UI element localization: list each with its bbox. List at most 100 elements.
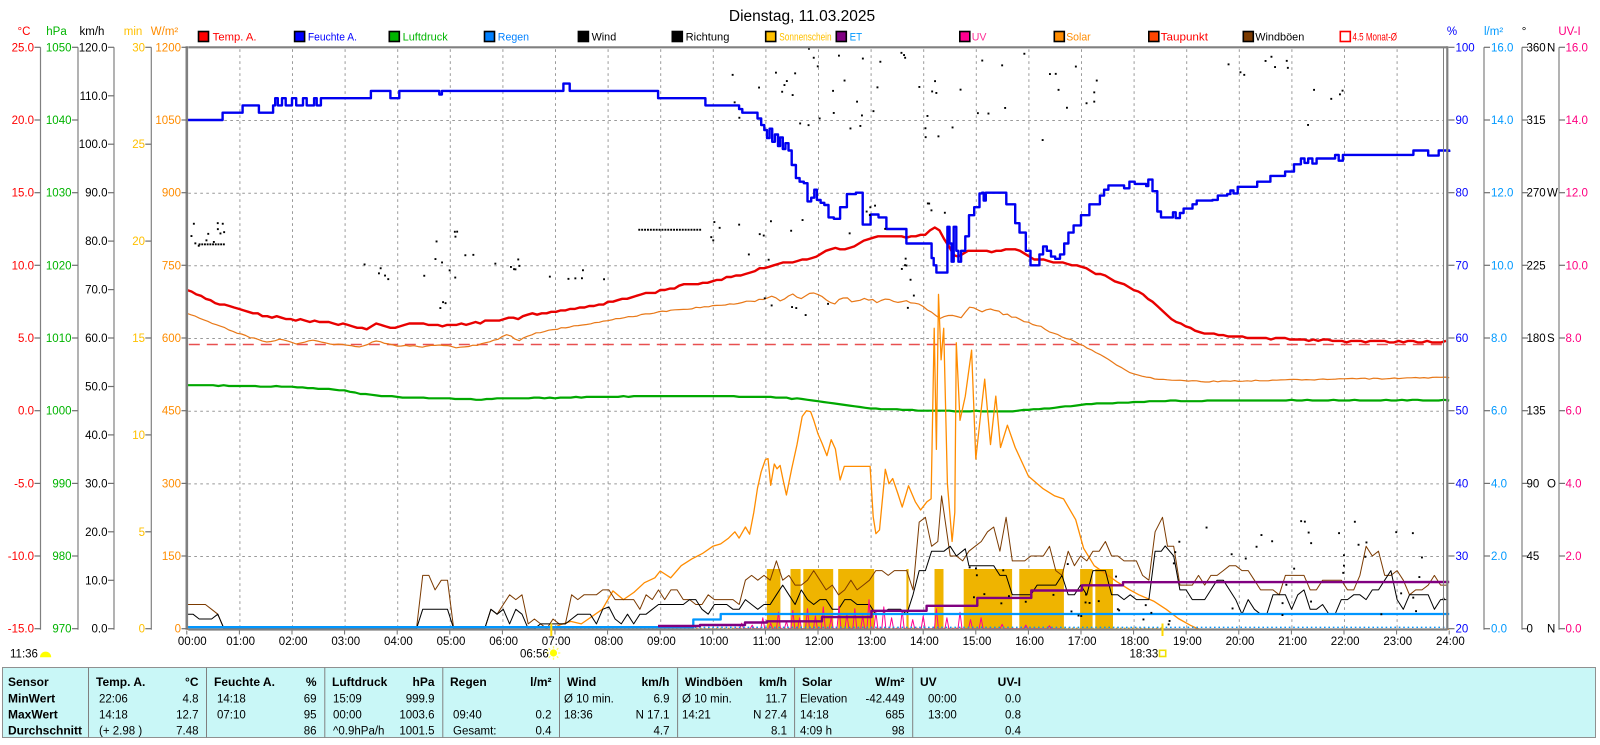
svg-text:10:00: 10:00 (700, 636, 729, 648)
svg-text:°C: °C (18, 26, 31, 38)
svg-text:Temp. A.: Temp. A. (96, 675, 145, 689)
svg-text:6.0: 6.0 (1566, 406, 1582, 418)
svg-text:N: N (1547, 624, 1555, 636)
svg-text:45: 45 (1527, 551, 1540, 563)
svg-text:0: 0 (175, 624, 181, 636)
svg-text:225: 225 (1527, 260, 1546, 272)
svg-text:%: % (306, 675, 317, 689)
svg-text:01:00: 01:00 (226, 636, 255, 648)
svg-text:l/m²: l/m² (1484, 26, 1503, 38)
svg-text:980: 980 (52, 551, 71, 563)
svg-text:%: % (1447, 26, 1457, 38)
svg-text:02:00: 02:00 (279, 636, 308, 648)
svg-text:km/h: km/h (80, 26, 105, 38)
svg-text:Windböen: Windböen (685, 675, 743, 689)
svg-text:11.7: 11.7 (765, 694, 787, 706)
svg-text:86: 86 (304, 726, 317, 738)
svg-text:1050: 1050 (155, 115, 181, 127)
svg-text:O: O (1547, 478, 1556, 490)
svg-text:8.1: 8.1 (771, 726, 787, 738)
svg-text:15:09: 15:09 (333, 694, 362, 706)
svg-text:12.7: 12.7 (176, 710, 198, 722)
svg-text:150: 150 (162, 551, 181, 563)
svg-text:Sensor: Sensor (8, 675, 49, 689)
svg-text:110.0: 110.0 (80, 91, 108, 103)
svg-text:20.0: 20.0 (85, 527, 107, 539)
svg-text:20:00: 20:00 (1226, 636, 1255, 648)
svg-text:750: 750 (162, 260, 181, 272)
svg-text:60.0: 60.0 (85, 333, 107, 345)
svg-text:Temp. A.: Temp. A. (213, 32, 257, 44)
svg-text:Feuchte A.: Feuchte A. (214, 675, 275, 689)
svg-text:00:00: 00:00 (333, 710, 362, 722)
svg-text:90: 90 (1527, 478, 1540, 490)
svg-text:30.0: 30.0 (85, 478, 107, 490)
svg-text:22:06: 22:06 (99, 694, 128, 706)
svg-text:-15.0: -15.0 (8, 624, 34, 636)
svg-text:25: 25 (132, 139, 145, 151)
svg-text:23:00: 23:00 (1383, 636, 1412, 648)
svg-text:09:40: 09:40 (453, 710, 482, 722)
svg-text:50: 50 (1456, 406, 1469, 418)
svg-text:Durchschnitt: Durchschnitt (8, 724, 82, 738)
svg-text:^0.9hPa/h: ^0.9hPa/h (333, 726, 384, 738)
svg-text:600: 600 (162, 333, 181, 345)
svg-text:100.0: 100.0 (79, 139, 108, 151)
svg-text:1001.5: 1001.5 (399, 726, 434, 738)
svg-text:Ø 10 min.: Ø 10 min. (682, 694, 732, 706)
svg-text:MinWert: MinWert (8, 692, 55, 706)
svg-text:1030: 1030 (46, 188, 72, 200)
svg-text:Wind: Wind (567, 675, 596, 689)
svg-text:24:00: 24:00 (1436, 636, 1465, 648)
svg-text:14:18: 14:18 (800, 710, 829, 722)
svg-text:30: 30 (1456, 551, 1469, 563)
svg-text:Ø 10 min.: Ø 10 min. (564, 694, 614, 706)
svg-text:Regen: Regen (498, 32, 529, 44)
svg-text:15: 15 (132, 333, 145, 345)
svg-text:12:00: 12:00 (805, 636, 834, 648)
svg-text:07:10: 07:10 (217, 710, 246, 722)
svg-text:970: 970 (52, 624, 71, 636)
svg-text:25.0: 25.0 (12, 42, 34, 54)
svg-text:°: ° (1522, 26, 1527, 38)
svg-text:0.4: 0.4 (536, 726, 553, 738)
svg-text:95: 95 (304, 710, 317, 722)
svg-text:70.0: 70.0 (85, 285, 107, 297)
svg-text:22:00: 22:00 (1331, 636, 1360, 648)
svg-text:04:00: 04:00 (384, 636, 413, 648)
svg-text:10.0: 10.0 (1491, 260, 1513, 272)
svg-text:Gesamt:: Gesamt: (453, 726, 496, 738)
svg-text:20: 20 (132, 236, 145, 248)
svg-text:W/m²: W/m² (151, 26, 179, 38)
svg-text:21:00: 21:00 (1278, 636, 1307, 648)
svg-text:14:18: 14:18 (217, 694, 246, 706)
svg-text:09:00: 09:00 (647, 636, 676, 648)
svg-text:360: 360 (1527, 42, 1546, 54)
svg-text:14:18: 14:18 (99, 710, 128, 722)
svg-text:11:00: 11:00 (753, 636, 781, 648)
svg-text:70: 70 (1456, 260, 1469, 272)
svg-text:315: 315 (1527, 115, 1546, 127)
svg-text:0: 0 (139, 624, 145, 636)
svg-text:-42.449: -42.449 (865, 694, 904, 706)
svg-text:100: 100 (1456, 42, 1475, 54)
svg-text:-10.0: -10.0 (8, 551, 34, 563)
svg-text:13:00: 13:00 (857, 636, 886, 648)
svg-text:km/h: km/h (641, 675, 669, 689)
svg-text:60: 60 (1456, 333, 1469, 345)
svg-text:Solar: Solar (802, 675, 832, 689)
svg-text:450: 450 (162, 406, 181, 418)
svg-text:Luftdruck: Luftdruck (332, 675, 388, 689)
svg-text:05:00: 05:00 (437, 636, 466, 648)
svg-text:N 17.1: N 17.1 (636, 710, 670, 722)
svg-text:270: 270 (1527, 188, 1546, 200)
svg-text:1020: 1020 (46, 260, 72, 272)
svg-text:S: S (1547, 333, 1555, 345)
svg-text:5: 5 (139, 527, 145, 539)
svg-text:1050: 1050 (46, 42, 72, 54)
svg-text:1040: 1040 (46, 115, 72, 127)
svg-text:UV-I: UV-I (998, 675, 1021, 689)
svg-text:Taupunkt: Taupunkt (1161, 32, 1208, 44)
svg-text:4.5 Monat-Ø: 4.5 Monat-Ø (1353, 32, 1398, 44)
svg-text:ET: ET (850, 32, 863, 44)
